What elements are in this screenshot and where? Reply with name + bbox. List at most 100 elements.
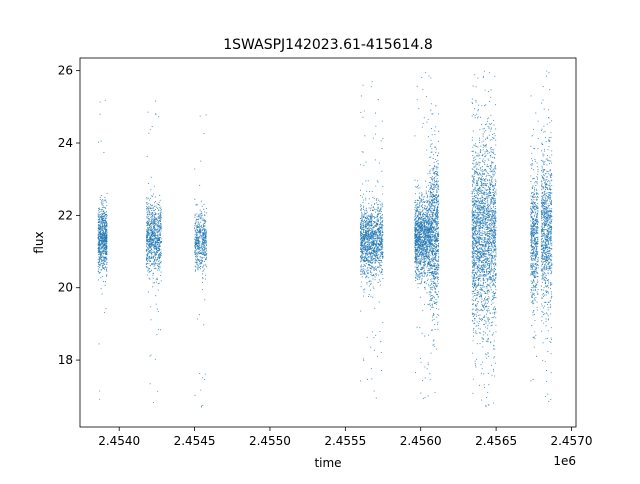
data-point <box>199 209 201 211</box>
data-point <box>367 267 369 269</box>
data-point <box>106 224 108 226</box>
data-point <box>202 277 204 280</box>
data-point <box>155 205 157 207</box>
data-point <box>152 193 155 195</box>
data-point <box>434 158 437 160</box>
data-point <box>157 264 159 266</box>
data-point <box>372 236 374 238</box>
data-point <box>102 230 104 232</box>
data-point <box>103 151 105 154</box>
data-point <box>359 226 362 228</box>
data-point <box>151 255 153 257</box>
data-point <box>425 228 427 230</box>
data-point <box>418 203 421 205</box>
data-point <box>425 252 427 254</box>
data-point <box>420 236 422 238</box>
data-point <box>363 239 365 241</box>
data-point <box>425 254 427 256</box>
data-point <box>422 221 424 223</box>
data-point <box>427 236 429 238</box>
data-point <box>427 136 429 138</box>
data-point <box>370 219 372 221</box>
data-point <box>380 208 382 210</box>
data-point <box>97 207 100 209</box>
data-point <box>374 226 376 228</box>
data-point <box>146 205 148 207</box>
data-point <box>415 208 418 210</box>
data-point <box>97 210 100 212</box>
data-point <box>103 206 105 208</box>
data-point <box>104 196 106 198</box>
data-point <box>364 227 366 229</box>
data-point <box>148 213 150 215</box>
data-point <box>416 220 418 222</box>
data-point <box>373 243 375 245</box>
data-point <box>414 212 417 214</box>
data-point <box>205 230 207 232</box>
data-point <box>415 231 417 233</box>
data-point <box>157 234 159 236</box>
data-point <box>160 218 162 220</box>
data-point <box>156 246 158 249</box>
data-point <box>155 281 157 283</box>
data-point <box>368 215 370 218</box>
data-point <box>364 269 366 271</box>
data-point <box>368 237 370 240</box>
data-point <box>101 221 103 223</box>
data-point <box>376 225 378 227</box>
data-point <box>420 233 422 236</box>
data-point <box>437 180 440 182</box>
data-point <box>102 246 104 248</box>
data-point <box>425 186 428 188</box>
data-point <box>431 258 433 260</box>
data-point <box>149 230 151 232</box>
data-point <box>148 268 150 270</box>
data-point <box>418 234 420 236</box>
data-point <box>198 241 200 243</box>
data-point <box>151 195 153 198</box>
data-point <box>196 258 198 260</box>
data-point <box>369 239 371 241</box>
data-point <box>427 230 429 232</box>
data-point <box>372 234 374 236</box>
data-point <box>203 249 205 251</box>
data-point <box>431 278 433 280</box>
data-point <box>428 252 430 254</box>
data-point <box>105 213 107 215</box>
data-point <box>158 228 160 230</box>
data-point <box>201 240 203 243</box>
data-point <box>376 220 378 222</box>
data-point <box>437 246 439 248</box>
data-point <box>379 212 381 215</box>
data-point <box>195 225 197 228</box>
data-point <box>365 212 367 214</box>
data-point <box>419 327 421 329</box>
data-point <box>102 216 105 218</box>
data-point <box>366 257 368 259</box>
data-point <box>428 182 430 184</box>
data-point <box>154 229 156 231</box>
data-point <box>376 274 378 276</box>
data-point <box>369 233 371 235</box>
data-point <box>363 264 365 266</box>
data-point <box>429 216 431 218</box>
data-point <box>203 133 205 135</box>
data-point <box>423 198 425 200</box>
data-point <box>200 229 202 232</box>
data-point <box>360 257 362 259</box>
data-point <box>423 233 425 236</box>
data-point <box>199 229 201 231</box>
data-point <box>366 236 368 238</box>
data-point <box>369 227 372 229</box>
data-point <box>426 275 428 277</box>
data-point <box>102 238 104 240</box>
data-point <box>365 247 367 249</box>
data-point <box>424 221 426 223</box>
data-point <box>433 258 435 261</box>
data-point <box>368 244 371 246</box>
data-point <box>434 281 436 283</box>
data-point <box>99 257 101 259</box>
data-point <box>423 201 425 203</box>
data-point <box>196 235 198 237</box>
data-point <box>376 257 379 260</box>
